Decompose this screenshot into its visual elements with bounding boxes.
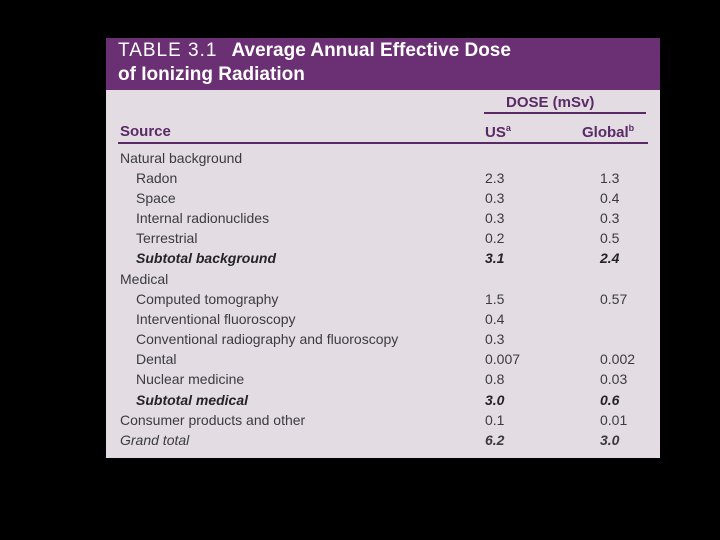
column-header-global-label: Global <box>582 124 629 141</box>
header-rule <box>118 142 648 144</box>
row-global-value: 2.4 <box>600 250 620 266</box>
row-us-value: 3.1 <box>485 250 505 266</box>
row-us-value: 2.3 <box>485 170 505 186</box>
table-row: Internal radionuclides 0.3 0.3 <box>106 208 660 228</box>
row-global-value: 0.57 <box>600 291 628 307</box>
row-source: Terrestrial <box>136 230 198 246</box>
row-source: Dental <box>136 351 177 367</box>
title-banner: TABLE 3.1 Average Annual Effective Dose o… <box>106 38 660 90</box>
row-us-value: 6.2 <box>485 432 505 448</box>
row-global-value: 0.01 <box>600 412 628 428</box>
table-card: TABLE 3.1 Average Annual Effective Dose o… <box>106 38 660 458</box>
table-row: Conventional radiography and fluoroscopy… <box>106 329 660 349</box>
column-header-us: USa <box>485 123 511 141</box>
table-title-line-2: of Ionizing Radiation <box>118 64 305 85</box>
row-source: Radon <box>136 170 178 186</box>
dose-header-rule <box>484 112 646 114</box>
row-source: Subtotal medical <box>136 392 249 408</box>
row-global-value: 0.5 <box>600 230 620 246</box>
row-global-value: 1.3 <box>600 170 620 186</box>
row-us-value: 0.8 <box>485 371 505 387</box>
row-source: Space <box>136 190 176 206</box>
table-row: Radon 2.3 1.3 <box>106 168 660 188</box>
row-source: Conventional radiography and fluoroscopy <box>136 331 399 347</box>
column-header-global: Globalb <box>582 123 634 141</box>
row-global-value: 0.6 <box>600 392 620 408</box>
column-header-source: Source <box>120 123 171 140</box>
row-source: Computed tomography <box>136 291 279 307</box>
table-label: TABLE 3.1 <box>118 40 218 61</box>
row-global-value: 3.0 <box>600 432 620 448</box>
table-row: Terrestrial 0.2 0.5 <box>106 228 660 248</box>
table-row: Space 0.3 0.4 <box>106 188 660 208</box>
table-row: Consumer products and other 0.1 0.01 <box>106 410 660 430</box>
row-source: Internal radionuclides <box>136 210 270 226</box>
row-global-value: 0.03 <box>600 371 628 387</box>
row-us-value: 0.1 <box>485 412 505 428</box>
row-source: Natural background <box>120 150 243 166</box>
table-row: Natural background <box>106 148 660 168</box>
title-line-1: TABLE 3.1 Average Annual Effective Dose <box>118 40 511 62</box>
row-us-value: 0.3 <box>485 210 505 226</box>
row-global-value: 0.3 <box>600 210 620 226</box>
row-global-value: 0.4 <box>600 190 620 206</box>
row-us-value: 0.4 <box>485 311 505 327</box>
table-row: Computed tomography 1.5 0.57 <box>106 289 660 309</box>
column-header-global-footnote: b <box>628 123 635 133</box>
row-source: Medical <box>120 271 169 287</box>
row-source: Consumer products and other <box>120 412 306 428</box>
row-source: Nuclear medicine <box>136 371 245 387</box>
row-global-value: 0.002 <box>600 351 636 367</box>
row-us-value: 0.3 <box>485 331 505 347</box>
table-row: Dental 0.007 0.002 <box>106 349 660 369</box>
table-row: Nuclear medicine 0.8 0.03 <box>106 369 660 389</box>
row-us-value: 0.007 <box>485 351 521 367</box>
row-source: Subtotal background <box>136 250 276 266</box>
table-row-subtotal: Subtotal background 3.1 2.4 <box>106 248 660 268</box>
row-us-value: 3.0 <box>485 392 505 408</box>
row-us-value: 1.5 <box>485 291 505 307</box>
column-header-us-footnote: a <box>505 123 511 133</box>
table-row-subtotal: Subtotal medical 3.0 0.6 <box>106 390 660 410</box>
row-source: Grand total <box>120 432 190 448</box>
dose-header: DOSE (mSv) <box>506 94 595 111</box>
table-row-grand-total: Grand total 6.2 3.0 <box>106 430 660 450</box>
column-header-us-label: US <box>485 124 506 141</box>
table-row: Medical <box>106 269 660 289</box>
row-us-value: 0.2 <box>485 230 505 246</box>
row-source: Interventional fluoroscopy <box>136 311 296 327</box>
table-row: Interventional fluoroscopy 0.4 <box>106 309 660 329</box>
row-us-value: 0.3 <box>485 190 505 206</box>
table-title: Average Annual Effective Dose <box>231 40 511 61</box>
